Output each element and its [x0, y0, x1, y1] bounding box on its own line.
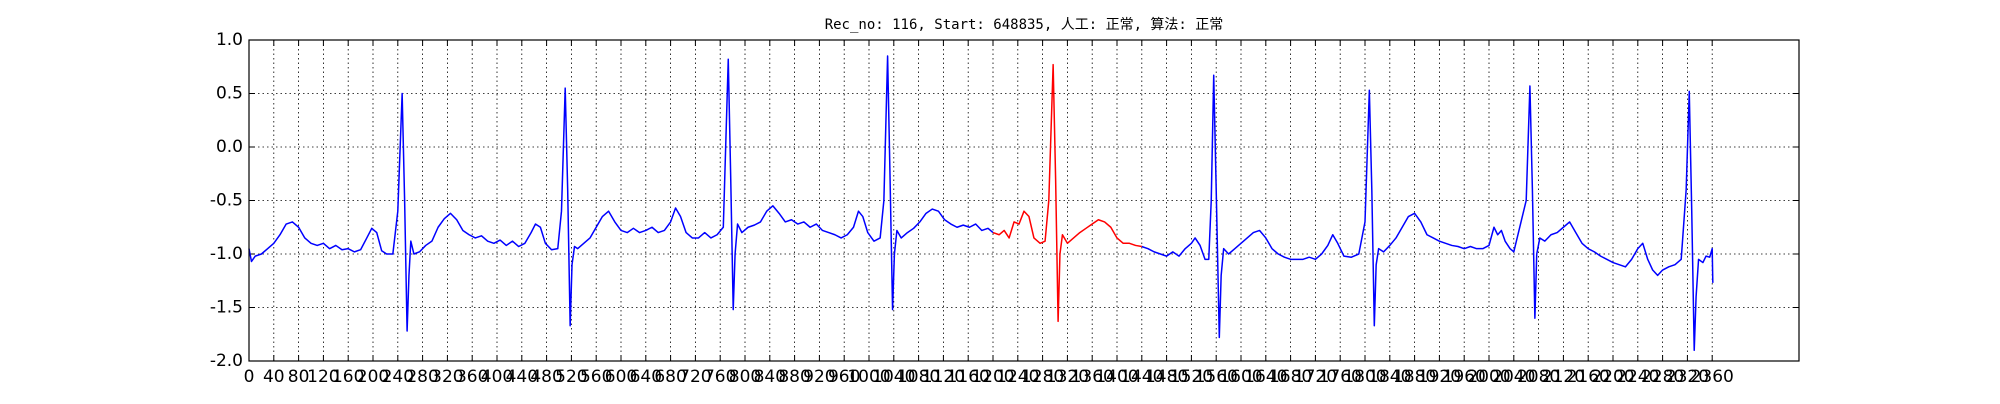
- x-tick-label: 1200: [971, 367, 1014, 387]
- x-tick-label: 1880: [1393, 367, 1436, 387]
- x-tick-label: 1920: [1418, 367, 1461, 387]
- x-tick-label: 1440: [1120, 367, 1163, 387]
- x-tick-label: 360: [456, 367, 488, 387]
- x-tick-label: 2280: [1641, 367, 1684, 387]
- chart-title: Rec_no: 116, Start: 648835, 人工: 正常, 算法: …: [825, 17, 1224, 33]
- x-tick-label: 680: [654, 367, 686, 387]
- y-tick-label: -1.0: [210, 244, 243, 264]
- x-tick-label: 1320: [1046, 367, 1089, 387]
- x-tick-label: 320: [431, 367, 463, 387]
- x-tick-label: 640: [630, 367, 662, 387]
- x-tick-label: 2160: [1567, 367, 1610, 387]
- x-tick-label: 1040: [872, 367, 915, 387]
- x-tick-label: 2240: [1616, 367, 1659, 387]
- x-tick-label: 880: [778, 367, 810, 387]
- x-tick-label: 1280: [1021, 367, 1064, 387]
- x-tick-label: 40: [263, 367, 285, 387]
- x-tick-label: 2080: [1517, 367, 1560, 387]
- x-tick-label: 1080: [897, 367, 940, 387]
- x-tick-label: 2000: [1467, 367, 1510, 387]
- x-tick-label: 0: [244, 367, 255, 387]
- x-tick-label: 1240: [996, 367, 1039, 387]
- x-tick-label: 280: [406, 367, 438, 387]
- x-tick-label: 200: [357, 367, 389, 387]
- x-tick-label: 400: [481, 367, 513, 387]
- x-tick-label: 520: [555, 367, 587, 387]
- x-tick-label: 1360: [1071, 367, 1114, 387]
- x-tick-label: 1600: [1219, 367, 1262, 387]
- x-tick-label: 960: [828, 367, 860, 387]
- x-tick-label: 1720: [1294, 367, 1337, 387]
- x-tick-label: 800: [729, 367, 761, 387]
- x-tick-label: 600: [605, 367, 637, 387]
- x-tick-label: 560: [580, 367, 612, 387]
- x-tick-label: 1400: [1095, 367, 1138, 387]
- y-tick-label: 1.0: [216, 30, 243, 50]
- x-tick-label: 160: [332, 367, 364, 387]
- x-tick-label: 1640: [1244, 367, 1287, 387]
- x-tick-label: 1840: [1368, 367, 1411, 387]
- ecg-line: [248, 55, 994, 332]
- x-tick-label: 2040: [1492, 367, 1535, 387]
- y-tick-label: -2.0: [210, 351, 243, 371]
- x-tick-label: 1480: [1145, 367, 1188, 387]
- x-tick-label: 840: [754, 367, 786, 387]
- x-tick-label: 1800: [1343, 367, 1386, 387]
- plot-frame: [248, 39, 1800, 362]
- x-tick-label: 760: [704, 367, 736, 387]
- x-tick-label: 1560: [1195, 367, 1238, 387]
- x-tick-label: 120: [307, 367, 339, 387]
- x-tick-label: 1760: [1319, 367, 1362, 387]
- x-tick-label: 1000: [847, 367, 890, 387]
- x-tick-label: 2320: [1666, 367, 1709, 387]
- y-tick-label: 0.5: [216, 84, 243, 104]
- x-tick-label: 920: [803, 367, 835, 387]
- x-tick-label: 80: [288, 367, 310, 387]
- x-tick-label: 720: [679, 367, 711, 387]
- x-tick-label: 480: [530, 367, 562, 387]
- x-tick-label: 1160: [947, 367, 990, 387]
- x-tick-label: 1680: [1269, 367, 1312, 387]
- x-tick-label: 2200: [1591, 367, 1634, 387]
- x-tick-label: 2360: [1691, 367, 1734, 387]
- x-tick-label: 2120: [1542, 367, 1585, 387]
- y-tick-label: 0.0: [216, 137, 243, 157]
- x-tick-label: 1120: [922, 367, 965, 387]
- x-tick-label: 240: [382, 367, 414, 387]
- ecg-line: [1141, 74, 1714, 352]
- x-tick-label: 1960: [1443, 367, 1486, 387]
- y-tick-label: -0.5: [210, 191, 243, 211]
- x-tick-label: 1520: [1170, 367, 1213, 387]
- y-tick-label: -1.5: [210, 298, 243, 318]
- ecg-line: [992, 63, 1142, 323]
- x-tick-label: 440: [506, 367, 538, 387]
